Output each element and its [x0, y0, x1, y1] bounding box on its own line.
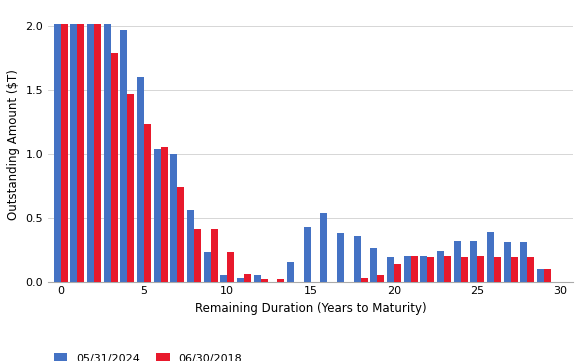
Bar [144, 125, 151, 282]
Bar [260, 279, 267, 282]
Bar [494, 257, 501, 282]
Bar [77, 23, 84, 282]
Bar [60, 23, 68, 282]
Bar [411, 256, 418, 282]
Bar [487, 232, 494, 282]
Bar [420, 256, 427, 282]
Bar [370, 248, 377, 282]
Bar [454, 241, 461, 282]
Bar [177, 187, 184, 282]
Bar [303, 227, 310, 282]
Bar [427, 257, 434, 282]
Bar [320, 213, 327, 282]
Bar [287, 262, 294, 282]
Bar [204, 252, 211, 282]
Bar [244, 274, 251, 282]
Bar [220, 275, 227, 282]
Bar [520, 242, 527, 282]
Bar [527, 257, 534, 282]
Bar [537, 269, 544, 282]
Bar [120, 30, 127, 282]
Bar [211, 229, 218, 282]
Bar [154, 149, 161, 282]
Bar [127, 94, 134, 282]
Bar [470, 241, 477, 282]
Bar [94, 23, 101, 282]
Bar [510, 257, 517, 282]
Legend: 05/31/2024, 06/30/2018: 05/31/2024, 06/30/2018 [54, 353, 242, 361]
Bar [194, 229, 201, 282]
Bar [277, 279, 284, 282]
Bar [404, 256, 411, 282]
X-axis label: Remaining Duration (Years to Maturity): Remaining Duration (Years to Maturity) [195, 302, 426, 315]
Bar [111, 53, 118, 282]
Bar [171, 154, 177, 282]
Bar [337, 233, 344, 282]
Bar [477, 256, 484, 282]
Bar [227, 252, 234, 282]
Bar [377, 275, 384, 282]
Bar [544, 269, 551, 282]
Bar [137, 77, 144, 282]
Bar [387, 257, 394, 282]
Bar [87, 23, 94, 282]
Bar [70, 23, 77, 282]
Bar [461, 257, 467, 282]
Bar [394, 264, 401, 282]
Bar [444, 256, 451, 282]
Bar [237, 278, 244, 282]
Bar [354, 236, 361, 282]
Bar [187, 210, 194, 282]
Bar [161, 147, 168, 282]
Bar [437, 251, 444, 282]
Bar [253, 275, 260, 282]
Bar [104, 23, 111, 282]
Bar [53, 23, 60, 282]
Bar [503, 242, 510, 282]
Y-axis label: Outstanding Amount ($T): Outstanding Amount ($T) [7, 69, 20, 220]
Bar [361, 278, 368, 282]
